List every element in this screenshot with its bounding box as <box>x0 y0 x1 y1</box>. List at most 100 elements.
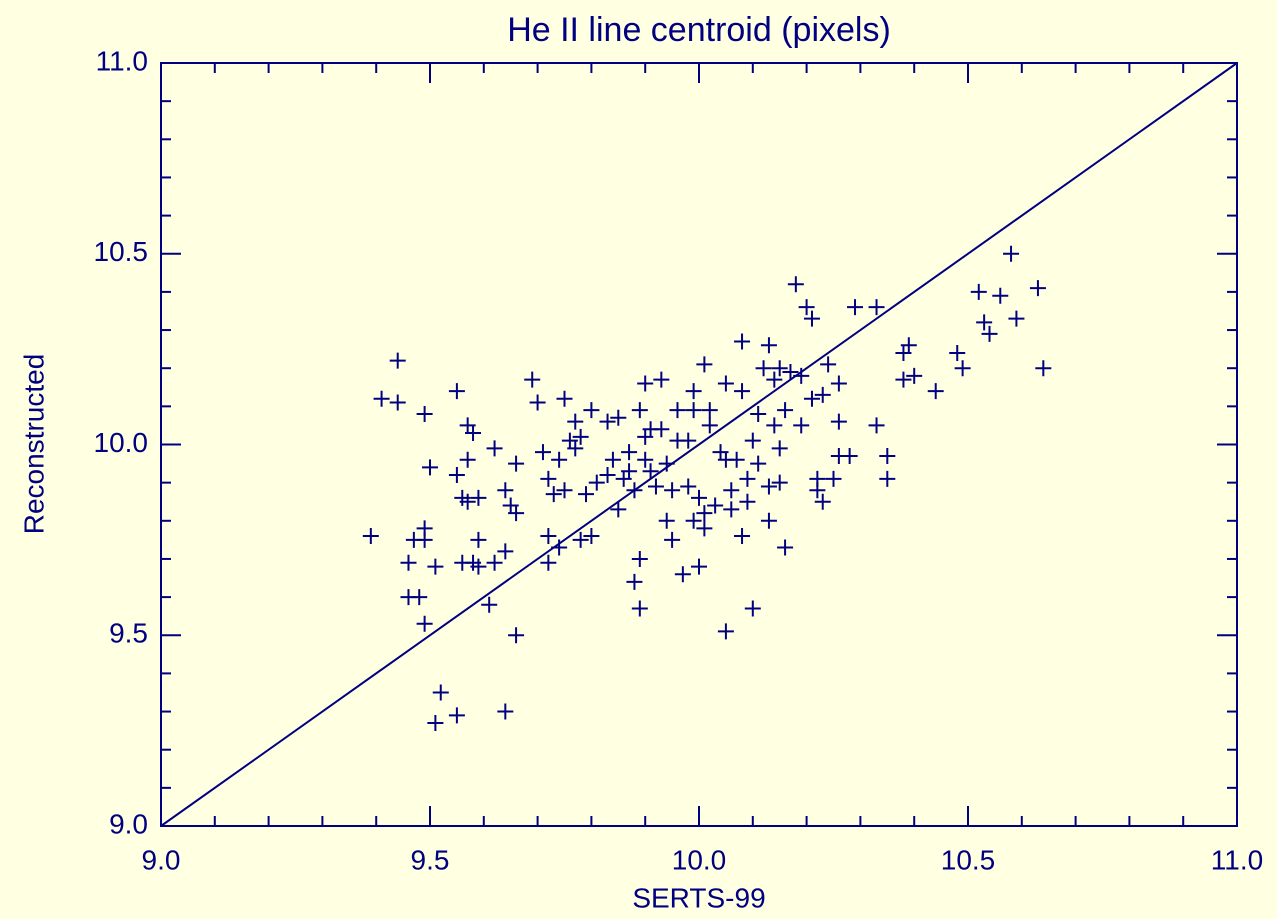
point <box>777 539 794 556</box>
point <box>750 455 767 472</box>
chart-title: He II line centroid (pixels) <box>507 11 891 49</box>
x-tick-label: 9.5 <box>411 844 450 875</box>
point <box>707 497 724 514</box>
point <box>680 432 697 449</box>
point <box>411 589 428 606</box>
point <box>551 539 568 556</box>
point <box>427 714 444 731</box>
y-tick-label: 9.0 <box>109 808 148 839</box>
point <box>674 566 691 583</box>
point <box>680 478 697 495</box>
point <box>583 402 600 419</box>
point <box>868 417 885 434</box>
point <box>459 493 476 510</box>
point <box>744 432 761 449</box>
point <box>427 558 444 575</box>
point <box>481 596 498 613</box>
point <box>508 627 525 644</box>
point <box>777 402 794 419</box>
point <box>825 470 842 487</box>
point <box>771 474 788 491</box>
point <box>685 383 702 400</box>
x-tick-label: 10.0 <box>672 844 727 875</box>
point <box>1035 360 1052 377</box>
point <box>803 390 820 407</box>
point <box>588 474 605 491</box>
point <box>642 463 659 480</box>
point <box>529 394 546 411</box>
point <box>567 413 584 430</box>
point <box>572 531 589 548</box>
point <box>814 493 831 510</box>
point <box>497 703 514 720</box>
y-tick-label: 10.0 <box>94 427 149 458</box>
point <box>497 482 514 499</box>
point <box>879 470 896 487</box>
point <box>400 554 417 571</box>
point <box>1008 310 1025 327</box>
point <box>508 505 525 522</box>
point <box>621 444 638 461</box>
point <box>847 299 864 316</box>
point <box>701 417 718 434</box>
point <box>793 417 810 434</box>
point <box>954 360 971 377</box>
point <box>578 486 595 503</box>
point <box>599 467 616 484</box>
point <box>599 413 616 430</box>
point <box>766 371 783 388</box>
point <box>723 482 740 499</box>
point <box>486 440 503 457</box>
point <box>432 684 449 701</box>
point <box>723 501 740 518</box>
point <box>717 375 734 392</box>
point <box>626 573 643 590</box>
point <box>691 489 707 506</box>
point <box>734 383 751 400</box>
point <box>803 310 820 327</box>
point <box>540 554 557 571</box>
point <box>685 512 702 529</box>
point <box>906 367 923 384</box>
point <box>551 451 568 468</box>
point <box>691 558 707 575</box>
point <box>631 402 648 419</box>
point <box>696 520 713 537</box>
point <box>626 482 643 499</box>
point <box>470 531 487 548</box>
point <box>970 283 987 300</box>
point <box>448 707 465 724</box>
point <box>868 299 885 316</box>
point <box>787 276 804 293</box>
point <box>389 394 406 411</box>
point <box>470 489 487 506</box>
point <box>631 550 648 567</box>
point <box>760 337 777 354</box>
point <box>572 428 589 445</box>
point <box>976 314 993 331</box>
point <box>766 417 783 434</box>
point <box>486 554 503 571</box>
point <box>658 455 675 472</box>
point <box>653 371 670 388</box>
point <box>556 482 573 499</box>
point <box>744 600 761 617</box>
point <box>830 375 847 392</box>
point <box>900 337 917 354</box>
point <box>734 528 751 545</box>
point <box>647 478 664 495</box>
point <box>992 287 1009 304</box>
point <box>820 356 837 373</box>
point <box>830 413 847 430</box>
point <box>653 421 670 438</box>
point <box>809 482 826 499</box>
point <box>621 463 638 480</box>
point <box>1029 280 1046 297</box>
point <box>534 444 551 461</box>
point <box>524 371 541 388</box>
point <box>782 364 799 381</box>
point <box>895 371 912 388</box>
point <box>497 543 514 560</box>
point <box>841 447 858 464</box>
